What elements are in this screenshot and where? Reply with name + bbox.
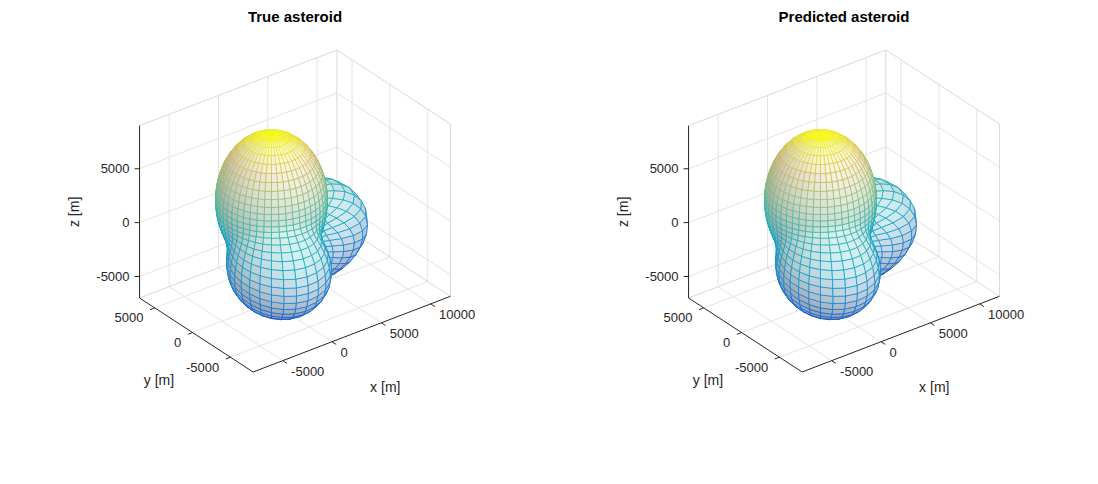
svg-text:x [m]: x [m] (370, 379, 400, 395)
svg-text:0: 0 (723, 335, 730, 350)
svg-text:Predicted asteroid: Predicted asteroid (779, 8, 910, 25)
svg-text:-5000: -5000 (291, 364, 324, 379)
svg-text:-5000: -5000 (645, 269, 678, 284)
svg-text:5000: 5000 (664, 310, 693, 325)
svg-text:5000: 5000 (115, 310, 144, 325)
svg-text:x [m]: x [m] (919, 379, 949, 395)
svg-text:10000: 10000 (988, 307, 1024, 322)
svg-text:0: 0 (122, 215, 129, 230)
svg-text:0: 0 (889, 345, 896, 360)
svg-text:-5000: -5000 (186, 360, 219, 375)
svg-text:0: 0 (174, 335, 181, 350)
svg-text:5000: 5000 (939, 326, 968, 341)
svg-text:True asteroid: True asteroid (248, 8, 342, 25)
svg-text:-5000: -5000 (735, 360, 768, 375)
svg-text:5000: 5000 (101, 161, 130, 176)
svg-text:z [m]: z [m] (66, 197, 82, 227)
svg-text:5000: 5000 (390, 326, 419, 341)
svg-text:10000: 10000 (439, 307, 475, 322)
svg-text:0: 0 (671, 215, 678, 230)
svg-text:5000: 5000 (650, 161, 679, 176)
svg-text:-5000: -5000 (840, 364, 873, 379)
svg-text:-5000: -5000 (96, 269, 129, 284)
svg-text:0: 0 (340, 345, 347, 360)
svg-text:y [m]: y [m] (144, 372, 174, 388)
svg-text:z [m]: z [m] (615, 197, 631, 227)
svg-text:y [m]: y [m] (693, 372, 723, 388)
